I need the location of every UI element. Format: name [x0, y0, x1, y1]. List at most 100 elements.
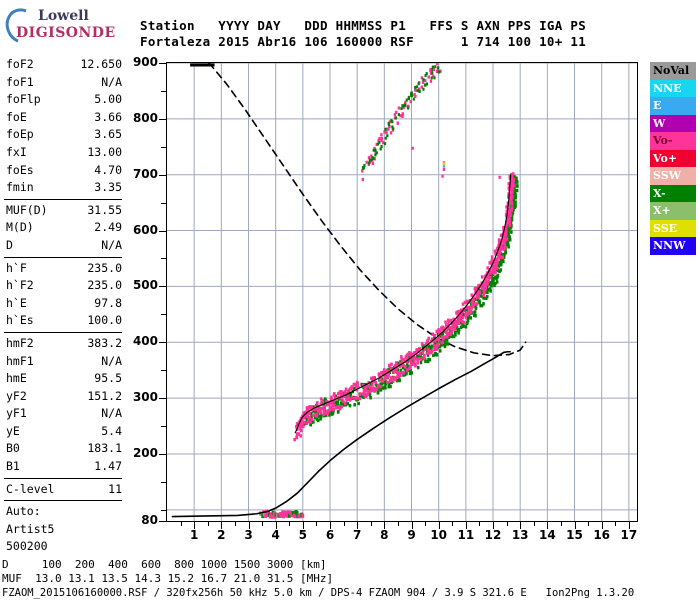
- param-key: foE: [6, 109, 27, 124]
- y-axis-tick-label: 900: [132, 55, 158, 69]
- param-row: h`F2 235.0: [2, 277, 126, 295]
- x-axis-tick-label: 11: [457, 528, 475, 542]
- x-axis-minor-tick: [615, 522, 617, 526]
- x-axis-tick-label: 6: [325, 528, 335, 542]
- x-axis-tick: [411, 522, 413, 529]
- x-axis-minor-tick: [234, 522, 236, 526]
- param-row: foFlp 5.00: [2, 91, 126, 109]
- param-value: 151.2: [87, 388, 122, 403]
- station-header-columns: Station YYYY DAY DDD HHMMSS P1 FFS S AXN…: [140, 18, 587, 33]
- param-value: 3.35: [94, 180, 122, 195]
- param-row: C-level 11: [2, 481, 126, 499]
- x-axis-tick: [438, 522, 440, 529]
- x-axis-minor-tick: [370, 522, 372, 526]
- y-axis-minor-tick: [161, 481, 166, 483]
- legend-item-nnw[interactable]: NNW: [650, 237, 696, 255]
- ionogram-plot[interactable]: [166, 62, 638, 522]
- x-axis-tick: [601, 522, 603, 529]
- footer-info: D 100 200 400 600 800 1000 1500 3000 [km…: [2, 558, 634, 600]
- param-key: h`F2: [6, 278, 34, 293]
- param-value: 235.0: [87, 260, 122, 275]
- x-axis-tick: [465, 522, 467, 529]
- param-group-clevel: C-level 11: [2, 481, 126, 499]
- param-key: foF2: [6, 57, 34, 71]
- y-axis-minor-tick: [161, 146, 166, 148]
- param-key: fxI: [6, 144, 27, 159]
- legend-item-w[interactable]: W: [650, 114, 696, 132]
- param-row: foEp 3.65: [2, 126, 126, 144]
- legend-item-x-[interactable]: X+: [650, 202, 696, 220]
- x-axis-minor-tick: [506, 522, 508, 526]
- legend-item-x-[interactable]: X-: [650, 184, 696, 202]
- x-axis-tick: [330, 522, 331, 529]
- y-axis-minor-tick: [161, 202, 166, 204]
- x-axis-minor-tick: [479, 522, 481, 526]
- legend-item-ssw[interactable]: SSW: [650, 167, 696, 185]
- logo-lowell-text: Lowell: [38, 8, 89, 24]
- param-divider: [4, 331, 122, 333]
- x-axis-tick-label: 3: [244, 528, 253, 542]
- y-axis-tick-label: 700: [132, 166, 158, 181]
- y-axis-tick: [159, 230, 166, 232]
- x-axis-tick: [357, 522, 359, 529]
- x-axis-tick-label: 13: [511, 528, 529, 542]
- y-axis-tick-label: 800: [132, 110, 158, 125]
- x-axis-tick-label: 5: [298, 528, 307, 542]
- param-divider: [4, 477, 122, 479]
- param-row: foEs 4.70: [2, 162, 126, 180]
- param-value: 95.5: [94, 371, 122, 386]
- legend-item-nne[interactable]: NNE: [650, 79, 696, 97]
- param-row: yF2 151.2: [2, 388, 126, 406]
- x-axis-tick-label: 17: [620, 528, 638, 542]
- param-key: hmF1: [6, 353, 34, 368]
- param-group-muf: MUF(D) 31.55 M(D) 2.49 D N/A: [2, 202, 126, 255]
- param-key: hmF2: [6, 335, 34, 350]
- y-axis-tick: [159, 286, 166, 288]
- param-key: foEp: [6, 127, 34, 142]
- param-group-virtual-heights: h`F 235.0 h`F2 235.0 h`E 97.8 h`Es 100.0: [2, 260, 126, 330]
- legend-item-e[interactable]: E: [650, 97, 696, 115]
- x-axis-minor-tick: [343, 522, 345, 526]
- x-axis-minor-tick: [560, 522, 562, 526]
- x-axis-tick-label: 9: [407, 528, 416, 542]
- param-value: 11: [108, 481, 122, 496]
- y-axis-minor-tick: [161, 90, 166, 92]
- footer-distance-row: D 100 200 400 600 800 1000 1500 3000 [km…: [2, 558, 327, 571]
- legend-item-vo-[interactable]: Vo-: [650, 132, 696, 150]
- param-row: hmF2 383.2: [2, 335, 126, 353]
- param-key: C-level: [6, 481, 55, 496]
- param-key: fmin: [6, 180, 34, 195]
- x-axis-minor-tick: [289, 522, 291, 526]
- param-divider: [4, 500, 122, 502]
- param-value: 1.47: [94, 459, 122, 474]
- param-value: 235.0: [87, 278, 122, 293]
- param-value: 4.70: [94, 162, 122, 177]
- y-axis-minor-tick: [161, 370, 166, 372]
- param-divider: [4, 256, 122, 258]
- param-value: N/A: [101, 237, 122, 252]
- param-key: foF1: [6, 74, 34, 89]
- param-key: h`E: [6, 295, 27, 310]
- x-axis-tick: [628, 522, 630, 529]
- x-axis-tick: [520, 522, 522, 529]
- x-axis-tick: [547, 522, 549, 529]
- x-axis-minor-tick: [588, 522, 590, 526]
- legend-item-sse[interactable]: SSE: [650, 219, 696, 237]
- param-key: yE: [6, 423, 20, 438]
- param-key: B0: [6, 441, 20, 456]
- y-axis-tick-label: 300: [132, 390, 158, 405]
- x-axis-tick-label: 4: [271, 528, 280, 542]
- param-value: 12.650: [80, 57, 122, 71]
- x-axis-tick-label: 14: [538, 528, 556, 542]
- y-axis-tick: [159, 342, 166, 344]
- auto-label: Auto:: [6, 504, 41, 519]
- legend-item-noval[interactable]: NoVal: [650, 62, 696, 80]
- param-key: B1: [6, 459, 20, 474]
- y-axis-tick: [159, 453, 166, 455]
- y-axis-tick-label: 400: [132, 334, 158, 349]
- x-axis-tick-label: 12: [484, 528, 502, 542]
- param-key: MUF(D): [6, 202, 48, 217]
- param-row: yF1 N/A: [2, 405, 126, 423]
- x-axis-minor-tick: [207, 522, 209, 526]
- legend-item-vo-[interactable]: Vo+: [650, 149, 696, 167]
